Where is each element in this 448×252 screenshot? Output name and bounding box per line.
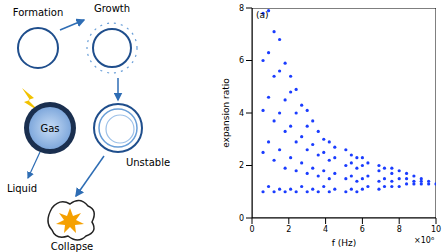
- svg-text:0: 0: [249, 225, 254, 234]
- svg-text:2: 2: [286, 225, 291, 234]
- svg-text:Liquid: Liquid: [7, 183, 37, 194]
- svg-text:Growth: Growth: [94, 3, 130, 14]
- svg-text:f (Hz): f (Hz): [332, 238, 357, 248]
- svg-text:expansion ratio: expansion ratio: [221, 78, 231, 148]
- html-text:(a): (a): [256, 10, 269, 20]
- svg-text:6: 6: [239, 56, 244, 65]
- svg-text:8: 8: [239, 4, 244, 13]
- svg-text:0: 0: [239, 214, 244, 223]
- svg-text:4: 4: [239, 109, 244, 118]
- svg-text:Formation: Formation: [13, 7, 63, 18]
- svg-text:Unstable: Unstable: [126, 157, 170, 168]
- svg-text:Collapse: Collapse: [51, 241, 94, 252]
- svg-text:2: 2: [239, 161, 244, 170]
- html-text:×10⁶: ×10⁶: [414, 236, 435, 245]
- svg-text:4: 4: [323, 225, 328, 234]
- svg-text:8: 8: [397, 225, 402, 234]
- svg-text:10: 10: [431, 225, 441, 234]
- svg-text:6: 6: [360, 225, 365, 234]
- svg-text:Gas: Gas: [40, 123, 59, 134]
